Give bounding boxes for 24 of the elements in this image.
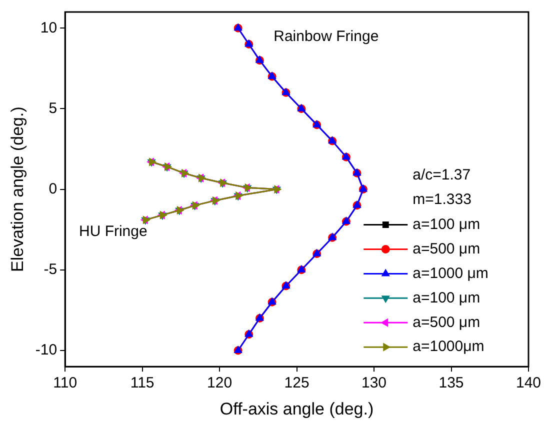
x-tick-label: 120 bbox=[207, 374, 232, 392]
legend-label: a=1000 μm bbox=[412, 264, 488, 282]
y-tick-label: 5 bbox=[48, 100, 58, 117]
legend-label: a=100 μm bbox=[412, 289, 480, 306]
annotation: a/c=1.37 bbox=[412, 166, 471, 184]
annotation: HU Fringe bbox=[78, 222, 148, 240]
y-tick-label: 10 bbox=[40, 19, 58, 36]
legend-label: a=500 μm bbox=[412, 240, 480, 258]
legend-label: a=500 μm bbox=[412, 314, 480, 331]
x-tick-label: 115 bbox=[130, 374, 154, 392]
y-tick-label: -5 bbox=[44, 261, 58, 278]
x-tick-label: 110 bbox=[53, 374, 78, 392]
x-tick-label: 140 bbox=[516, 374, 541, 392]
legend-label: a=1000μm bbox=[412, 338, 484, 356]
x-tick-label: 135 bbox=[438, 374, 464, 392]
legend-label: a=100 μm bbox=[412, 216, 480, 233]
annotation: Rainbow Fringe bbox=[274, 28, 379, 45]
y-tick-label: -10 bbox=[35, 342, 58, 359]
annotation: m=1.333 bbox=[412, 191, 472, 208]
x-tick-label: 125 bbox=[284, 374, 310, 392]
y-tick-label: 0 bbox=[48, 180, 58, 198]
x-axis-title: Off-axis angle (deg.) bbox=[220, 399, 374, 418]
x-tick-label: 130 bbox=[362, 374, 387, 392]
y-axis-title: Elevation angle (deg.) bbox=[8, 106, 27, 272]
